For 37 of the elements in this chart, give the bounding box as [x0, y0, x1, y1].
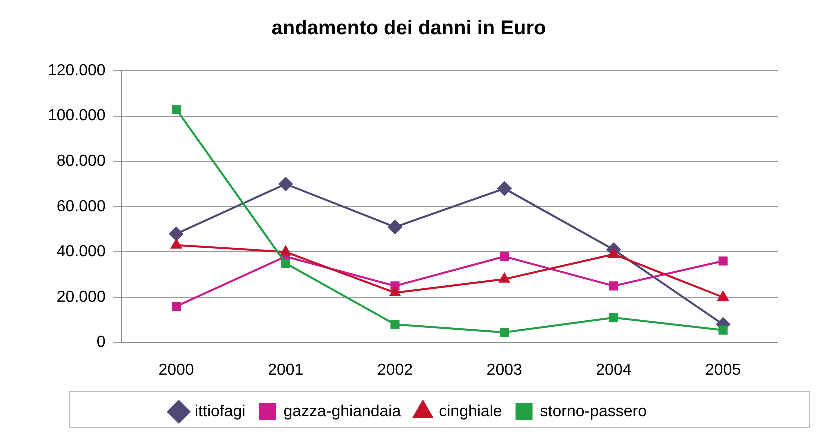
point [170, 227, 184, 242]
point [718, 292, 729, 301]
y-tick-label: 80.000 [56, 153, 106, 170]
point [388, 220, 402, 234]
point [609, 313, 618, 322]
x-tick-label: 2001 [268, 362, 304, 379]
point [172, 104, 182, 114]
x-tick-label: 2002 [377, 362, 414, 379]
x-tick-label: 2003 [486, 362, 522, 379]
point [499, 273, 510, 283]
point [500, 328, 510, 338]
point [498, 182, 512, 196]
legend-label: storno-passero [540, 403, 648, 420]
x-tick-label: 2005 [706, 362, 742, 379]
point [390, 286, 401, 296]
point [171, 239, 182, 249]
y-tick-label: 60.000 [56, 198, 106, 216]
chart-title: andamento dei danni in Euro [272, 18, 546, 40]
point [172, 302, 182, 312]
point [390, 320, 400, 330]
y-tick-label: 20.000 [56, 288, 106, 306]
legend-label: gazza-ghiandaia [284, 403, 402, 420]
x-tick-label: 2000 [158, 362, 194, 379]
point [280, 246, 292, 256]
point [281, 258, 290, 268]
point [718, 326, 728, 335]
point [500, 252, 510, 262]
legend-label: ittiofagi [195, 403, 246, 420]
point [609, 282, 618, 291]
y-tick-label: 120.000 [48, 62, 106, 80]
legend-label: cinghiale [439, 403, 502, 420]
y-tick-label: 40.000 [56, 244, 106, 261]
y-tick-label: 100.000 [48, 108, 106, 125]
x-tick-label: 2004 [596, 362, 632, 379]
point [718, 256, 728, 266]
y-tick-label: 0 [96, 334, 106, 352]
point [278, 177, 293, 192]
